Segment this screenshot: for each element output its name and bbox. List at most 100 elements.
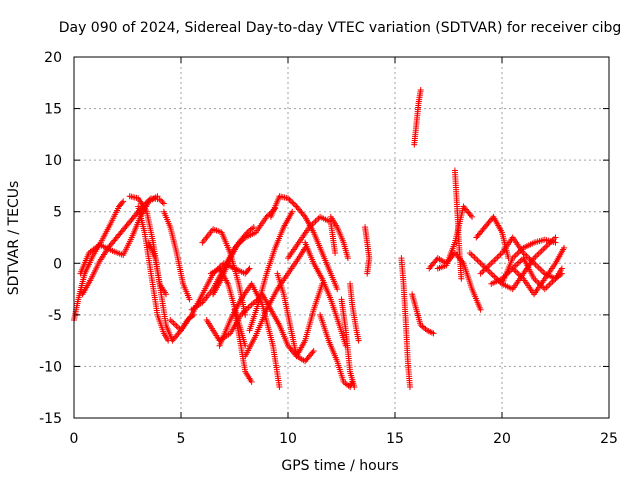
- data-point-marker: [474, 257, 481, 264]
- series-arc02: [79, 195, 167, 298]
- data-point-marker: [534, 252, 541, 259]
- data-point-marker: [119, 199, 126, 206]
- series-arc27: [362, 224, 373, 277]
- data-point-marker: [287, 198, 294, 205]
- data-point-marker: [544, 283, 551, 290]
- data-point-marker: [309, 349, 316, 356]
- data-point-marker: [167, 317, 174, 324]
- data-point-marker: [154, 193, 161, 200]
- series-arc05: [135, 203, 172, 344]
- data-point-marker: [469, 213, 476, 220]
- data-point-marker: [495, 252, 502, 259]
- series-arc07: [145, 239, 170, 298]
- series-arc33: [451, 167, 465, 282]
- data-point-marker: [541, 286, 548, 293]
- x-tick-label: 5: [177, 431, 186, 447]
- data-point-marker: [245, 304, 252, 311]
- data-point-marker: [289, 199, 296, 206]
- data-point-marker: [243, 230, 250, 237]
- data-point-marker: [486, 261, 493, 268]
- data-point-marker: [469, 252, 476, 259]
- data-points: [71, 87, 568, 391]
- data-point-marker: [276, 384, 283, 391]
- data-point-marker: [538, 267, 545, 274]
- data-point-marker: [334, 286, 341, 293]
- data-point-marker: [165, 337, 172, 344]
- data-point-marker: [512, 262, 519, 269]
- y-tick-label: 0: [53, 256, 62, 272]
- series-arc19: [274, 270, 317, 365]
- data-point-marker: [286, 196, 293, 203]
- x-tick-label: 20: [493, 431, 511, 447]
- data-point-marker: [364, 270, 371, 277]
- data-point-marker: [547, 280, 554, 287]
- data-point-marker: [458, 275, 465, 282]
- data-point-marker: [312, 218, 319, 225]
- series-arc28: [398, 255, 413, 391]
- data-point-marker: [479, 261, 486, 268]
- data-point-marker: [159, 199, 166, 206]
- data-point-marker: [285, 195, 291, 202]
- data-point-marker: [186, 296, 193, 303]
- chart-title: Day 090 of 2024, Sidereal Day-to-day VTE…: [59, 20, 622, 36]
- data-point-marker: [344, 255, 351, 262]
- data-point-marker: [171, 321, 178, 328]
- y-tick-label: -10: [39, 359, 62, 375]
- data-point-marker: [163, 291, 170, 298]
- data-point-marker: [532, 253, 539, 260]
- data-point-marker: [512, 252, 519, 259]
- x-tick-label: 25: [600, 431, 618, 447]
- x-axis-label: GPS time / hours: [281, 458, 398, 474]
- y-tick-label: -5: [48, 308, 62, 324]
- data-point-marker: [156, 196, 163, 203]
- series-arc21: [285, 213, 339, 262]
- y-tick-label: 10: [44, 153, 62, 169]
- series-arc39: [499, 234, 559, 293]
- data-point-marker: [552, 234, 559, 241]
- series-arc25: [338, 296, 358, 391]
- data-point-marker: [240, 308, 247, 315]
- y-tick-label: -15: [39, 411, 62, 427]
- x-tick-label: 0: [70, 431, 79, 447]
- data-point-marker: [246, 265, 253, 272]
- data-point-marker: [406, 384, 413, 391]
- series-arc29: [409, 291, 437, 337]
- data-point-marker: [158, 197, 165, 204]
- series-arc17: [267, 193, 341, 293]
- series-arc22: [302, 239, 349, 349]
- data-point-marker: [170, 319, 177, 326]
- grid-lines: [74, 57, 609, 418]
- data-point-marker: [517, 258, 524, 265]
- data-point-marker: [485, 263, 492, 270]
- series-arc38: [509, 244, 568, 298]
- data-point-marker: [160, 200, 167, 207]
- data-point-marker: [561, 244, 568, 251]
- data-point-marker: [491, 257, 498, 264]
- y-tick-label: 15: [44, 102, 62, 118]
- data-point-marker: [486, 269, 493, 276]
- data-point-marker: [466, 249, 473, 256]
- plot-frame: [73, 56, 610, 419]
- data-point-marker: [488, 270, 495, 277]
- data-point-marker: [552, 239, 559, 246]
- data-point-marker: [290, 200, 297, 207]
- data-point-marker: [537, 266, 544, 273]
- data-point-marker: [355, 337, 362, 344]
- data-point-marker: [476, 258, 483, 265]
- series-arc16: [246, 208, 296, 334]
- data-point-marker: [479, 269, 486, 276]
- data-point-marker: [540, 246, 547, 253]
- data-point-marker: [512, 268, 519, 275]
- data-point-marker: [310, 219, 317, 226]
- x-tick-label: 10: [279, 431, 297, 447]
- data-point-marker: [511, 266, 518, 273]
- data-point-marker: [247, 303, 254, 310]
- data-point-marker: [488, 260, 495, 267]
- data-point-marker: [480, 267, 487, 274]
- x-tick-label: 15: [386, 431, 404, 447]
- series-arc24: [327, 213, 351, 262]
- data-point-marker: [289, 208, 296, 215]
- y-tick-label: 20: [44, 50, 62, 66]
- data-point-marker: [549, 278, 556, 285]
- data-point-marker: [351, 384, 358, 391]
